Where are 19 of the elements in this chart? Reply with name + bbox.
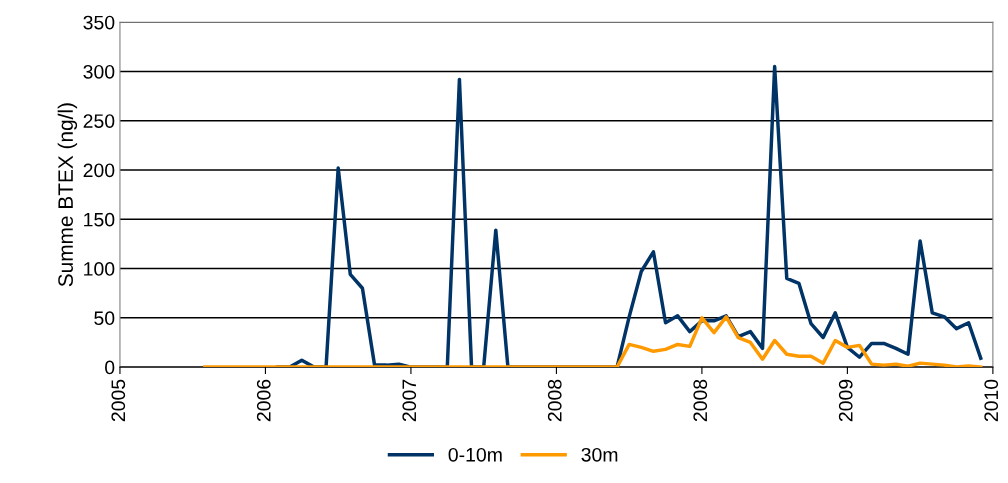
- y-tick-label: 50: [94, 311, 115, 326]
- x-tick-label: 2009: [838, 379, 853, 422]
- y-axis-title: Summe BTEX (ng/l): [57, 103, 78, 287]
- x-tick-label: 2005: [111, 379, 126, 422]
- y-tick-label: 300: [83, 64, 115, 79]
- legend-label: 0-10m: [448, 447, 502, 462]
- x-tick-label: 2008: [693, 379, 708, 422]
- y-tick-label: 350: [83, 15, 115, 30]
- y-tick-label: 100: [84, 262, 115, 276]
- y-tick-label: 250: [83, 114, 115, 128]
- y-tick-label: 150: [84, 212, 115, 227]
- x-tick-label: 2006: [256, 379, 271, 422]
- x-tick-label: 2008: [547, 379, 562, 422]
- x-tick-label: 2007: [402, 379, 417, 422]
- y-tick-label: 200: [83, 163, 115, 178]
- x-tick-label: 2010: [984, 379, 999, 422]
- legend-label: 30m: [581, 447, 618, 462]
- y-tick-label: 0: [105, 360, 115, 375]
- line-series: [203, 315, 983, 368]
